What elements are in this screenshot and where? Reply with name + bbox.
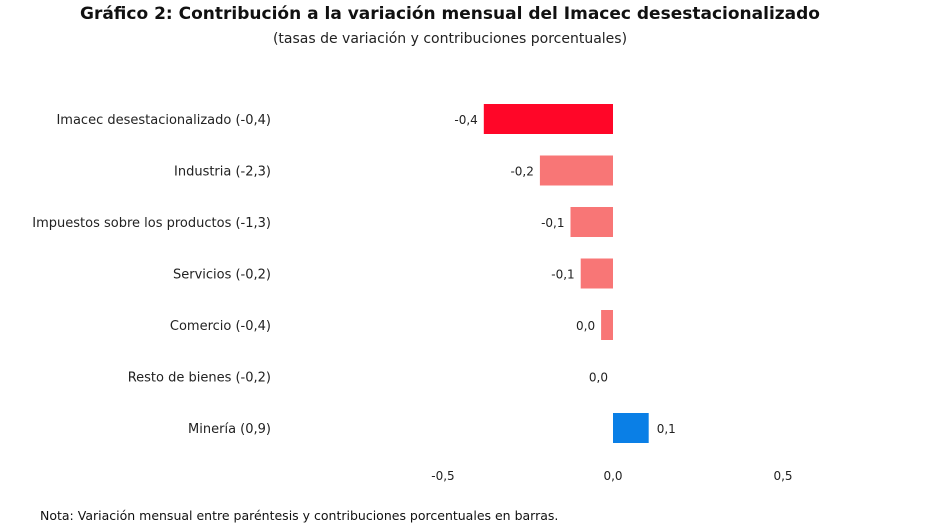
bar	[570, 207, 613, 237]
bars-group	[483, 104, 649, 443]
chart-title: Gráfico 2: Contribución a la variación m…	[80, 4, 820, 24]
bar	[580, 258, 613, 289]
category-label: Impuestos sobre los productos (-1,3)	[32, 216, 271, 231]
data-label: -0,1	[541, 216, 564, 230]
x-tick-label: -0,5	[431, 469, 454, 483]
x-tick-label: 0,5	[773, 469, 792, 483]
chart-subtitle: (tasas de variación y contribuciones por…	[272, 31, 628, 47]
data-label: 0,0	[589, 371, 608, 385]
bar	[539, 155, 613, 186]
data-label: -0,2	[510, 165, 533, 179]
data-label: -0,4	[454, 113, 477, 127]
bar	[601, 310, 613, 340]
data-label: -0,1	[551, 268, 574, 282]
category-label: Servicios (-0,2)	[173, 268, 271, 283]
category-labels-group: Imacec desestacionalizado (-0,4) Industri…	[32, 113, 271, 437]
category-label: Resto de bienes (-0,2)	[128, 371, 271, 386]
chart-note: Nota: Variación mensual entre paréntesis…	[40, 508, 559, 523]
category-label: Industria (-2,3)	[174, 165, 271, 180]
data-label: 0,0	[576, 319, 595, 333]
category-label: Comercio (-0,4)	[170, 319, 271, 334]
x-tick-label: 0,0	[603, 469, 622, 483]
data-labels-group: -0,4 -0,2 -0,1 -0,1 0,0 0,0 0,1	[454, 113, 675, 436]
category-label: Imacec desestacionalizado (-0,4)	[56, 113, 271, 128]
x-tick-labels-group: -0,5 0,0 0,5	[431, 469, 792, 483]
bar	[483, 104, 613, 134]
category-label: Minería (0,9)	[188, 422, 271, 437]
bar	[613, 413, 649, 443]
data-label: 0,1	[657, 422, 676, 436]
